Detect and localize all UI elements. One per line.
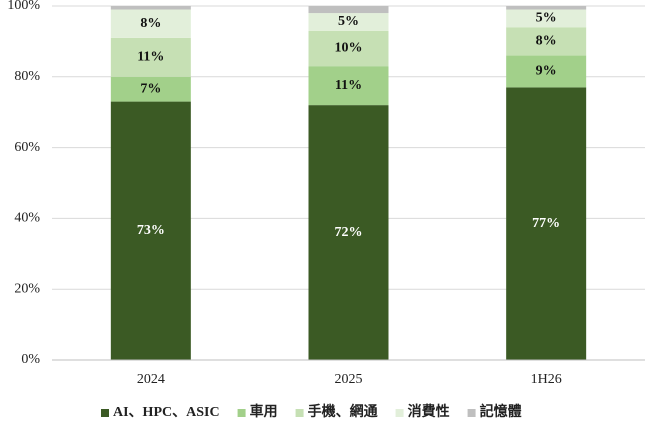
bar-segment	[110, 9, 191, 38]
bar-segment	[308, 66, 389, 106]
data-label: 11%	[335, 78, 362, 93]
y-tick-label: 80%	[14, 69, 40, 84]
legend-label: 手機、網通	[308, 403, 378, 420]
bar-segment	[506, 87, 587, 361]
legend-label: 消費性	[408, 403, 450, 420]
data-label: 72%	[335, 225, 363, 240]
data-label: 7%	[140, 81, 161, 96]
data-label: 77%	[532, 216, 560, 231]
x-tick-label: 1H26	[531, 372, 562, 387]
bar-segment	[110, 101, 191, 360]
bar-segment	[506, 55, 587, 88]
bar-segment	[110, 6, 191, 10]
y-tick-label: 40%	[14, 211, 40, 226]
x-tick-label: 2024	[137, 372, 165, 387]
data-label: 11%	[137, 50, 164, 65]
legend-swatch	[395, 409, 404, 417]
legend-label: 車用	[250, 403, 278, 420]
bar-segment	[308, 6, 389, 14]
bar-segment	[110, 76, 191, 102]
data-label: 73%	[137, 223, 165, 238]
legend-swatch	[101, 409, 109, 417]
data-label: 5%	[338, 14, 359, 29]
data-label: 5%	[536, 11, 557, 26]
y-tick-label: 0%	[21, 352, 40, 367]
data-label: 10%	[335, 41, 363, 56]
bar-segment	[110, 37, 191, 77]
legend-swatch	[295, 409, 304, 417]
bar-segment	[308, 105, 389, 361]
bar-segment	[308, 13, 389, 31]
legend-label: AI、HPC、ASIC	[113, 405, 220, 420]
data-label: 8%	[140, 16, 161, 31]
bar-segment	[506, 6, 587, 10]
y-tick-label: 100%	[7, 0, 40, 13]
y-tick-label: 60%	[14, 140, 40, 155]
bar-segment	[308, 30, 389, 67]
data-label: 8%	[536, 34, 557, 49]
y-tick-label: 20%	[14, 281, 40, 296]
data-label: 9%	[536, 64, 557, 79]
legend-swatch	[237, 409, 246, 417]
legend-label: 記憶體	[480, 403, 522, 420]
bar-segment	[506, 9, 587, 28]
x-tick-label: 2025	[335, 372, 363, 387]
legend-swatch	[467, 409, 476, 417]
bar-segment	[506, 27, 587, 56]
